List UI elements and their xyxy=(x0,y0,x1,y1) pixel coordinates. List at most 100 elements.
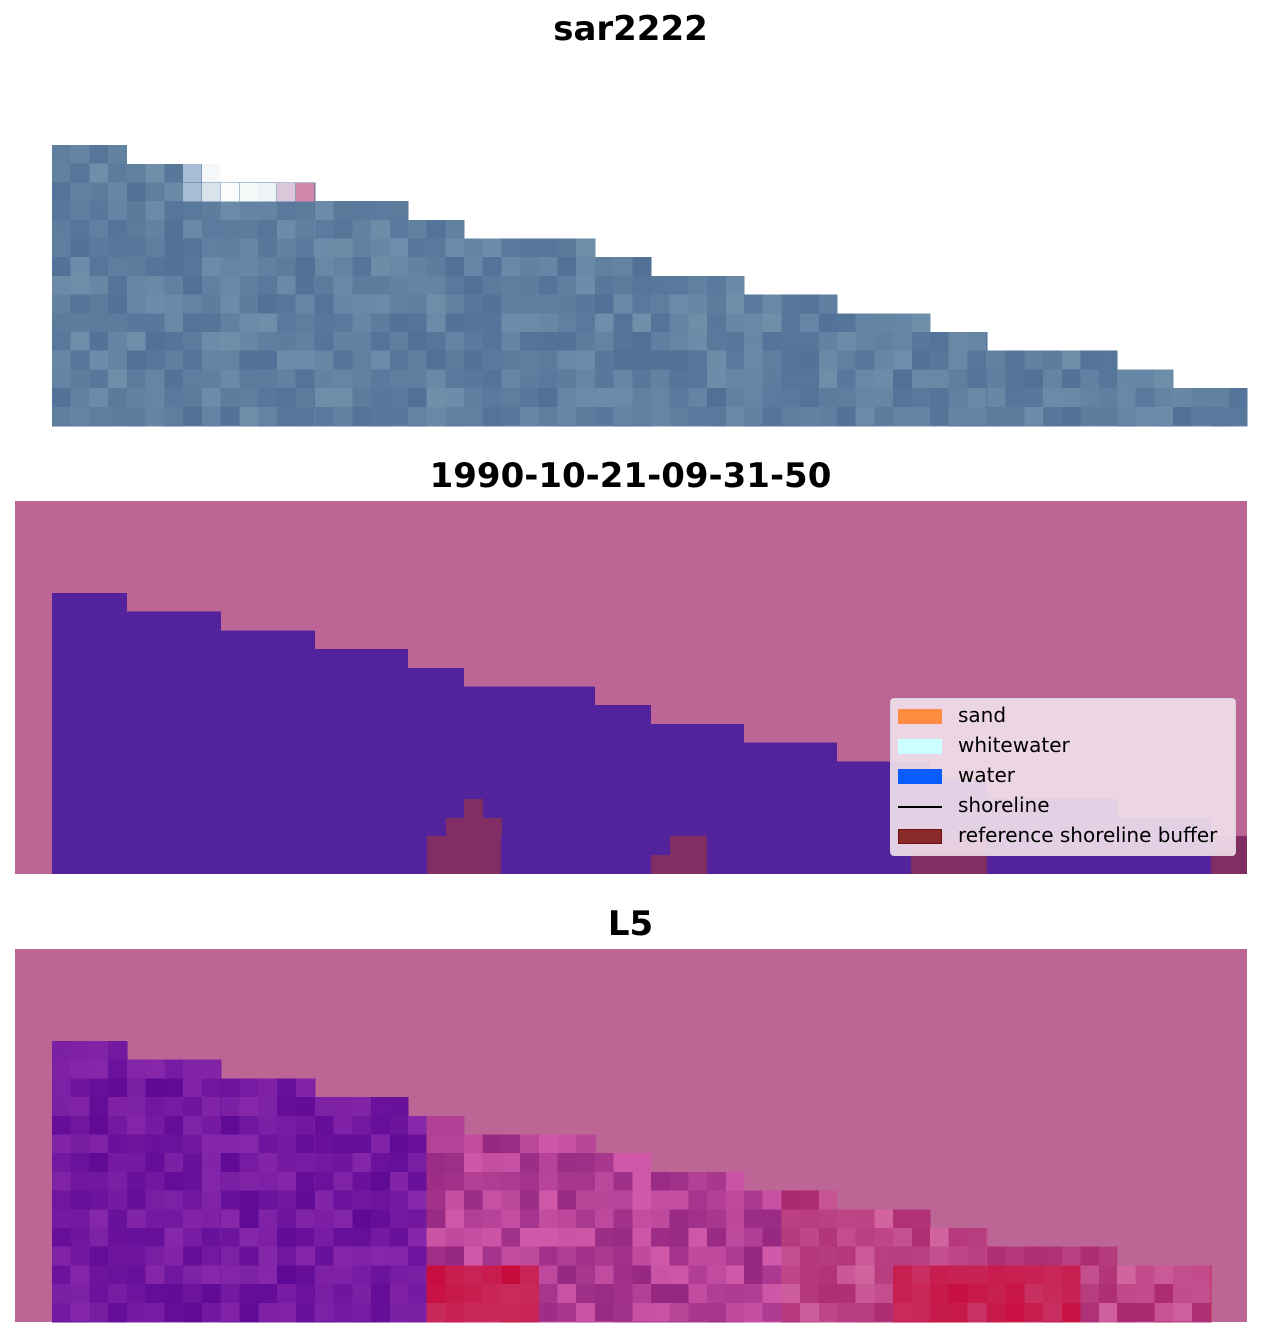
rgb-pixel xyxy=(202,369,222,389)
l5-pixel xyxy=(464,1321,484,1323)
l5-pixel xyxy=(127,1209,147,1229)
rgb-pixel xyxy=(1061,350,1081,370)
reference-buffer-area xyxy=(464,799,483,818)
rgb-pixel xyxy=(651,294,671,314)
l5-pixel xyxy=(108,1153,128,1173)
l5-pixel xyxy=(426,1115,446,1135)
l5-pixel xyxy=(986,1246,988,1266)
rgb-pixel xyxy=(725,275,745,296)
rgb-pixel xyxy=(837,425,857,427)
rgb-pixel xyxy=(669,275,689,296)
l5-pixel xyxy=(595,1228,615,1248)
rgb-pixel xyxy=(258,406,278,426)
l5-pixel xyxy=(576,1265,596,1285)
l5-pixel xyxy=(408,1190,428,1210)
l5-pixel xyxy=(1117,1321,1137,1323)
rgb-pixel xyxy=(1080,425,1100,427)
rgb-pixel xyxy=(127,201,147,221)
rgb-pixel xyxy=(707,388,727,408)
l5-pixel xyxy=(725,1284,745,1304)
rgb-pixel xyxy=(371,238,391,258)
rgb-pixel xyxy=(967,369,987,389)
legend-label-whitewater: whitewater xyxy=(958,733,1070,757)
l5-pixel xyxy=(221,1171,241,1192)
rgb-pixel xyxy=(595,388,615,408)
rgb-pixel xyxy=(127,163,147,183)
l5-pixel xyxy=(127,1171,147,1192)
legend-item-sand: sand xyxy=(891,702,1237,728)
rgb-pixel xyxy=(874,350,894,370)
l5-pixel xyxy=(707,1265,727,1285)
rgb-pixel xyxy=(464,275,484,296)
l5-pixel xyxy=(295,1209,315,1229)
rgb-pixel xyxy=(1117,406,1137,426)
legend-label-shoreline: shoreline xyxy=(958,793,1050,817)
l5-pixel xyxy=(426,1209,446,1229)
rgb-pixel xyxy=(164,182,184,202)
l5-pixel xyxy=(164,1284,184,1304)
rgb-pixel xyxy=(276,406,296,426)
l5-pixel xyxy=(464,1209,484,1229)
rgb-pixel xyxy=(164,201,184,221)
rgb-pixel xyxy=(762,350,782,370)
l5-pixel xyxy=(258,1284,278,1304)
l5-pixel xyxy=(127,1134,147,1154)
rgb-pixel xyxy=(276,219,296,239)
l5-pixel xyxy=(315,1097,335,1117)
l5-pixel xyxy=(164,1153,184,1173)
rgb-pixel xyxy=(314,257,316,277)
rgb-pixel xyxy=(1080,388,1100,408)
rgb-pixel xyxy=(52,313,72,333)
rgb-pixel xyxy=(145,163,165,183)
rgb-pixel xyxy=(893,406,913,426)
l5-pixel xyxy=(426,1246,446,1266)
rgb-pixel xyxy=(89,182,109,202)
l5-pixel xyxy=(967,1228,987,1248)
rgb-pixel xyxy=(426,388,446,408)
rgb-pixel xyxy=(445,257,465,277)
rgb-pixel xyxy=(314,294,316,314)
rgb-pixel xyxy=(314,219,316,239)
rgb-pixel xyxy=(183,294,203,314)
rgb-pixel xyxy=(744,406,764,426)
rgb-pixel xyxy=(1135,369,1155,389)
rgb-pixel xyxy=(315,219,335,239)
rgb-pixel xyxy=(557,313,577,333)
rgb-pixel xyxy=(874,332,894,352)
l5-pixel xyxy=(108,1246,128,1266)
rgb-pixel xyxy=(315,350,335,370)
rgb-pixel xyxy=(276,425,296,427)
l5-pixel xyxy=(501,1228,521,1248)
rgb-pixel xyxy=(220,275,240,296)
rgb-pixel xyxy=(464,332,484,352)
rgb-pixel xyxy=(911,313,931,333)
l5-pixel xyxy=(632,1209,652,1229)
rgb-pixel xyxy=(520,332,540,352)
l5-pixel xyxy=(781,1321,801,1323)
rgb-pixel xyxy=(987,406,1007,426)
water-class-area xyxy=(52,593,127,874)
l5-pixel xyxy=(145,1097,165,1117)
rgb-pixel xyxy=(371,388,391,408)
l5-pixel xyxy=(669,1209,689,1229)
l5-pixel xyxy=(986,1321,988,1323)
l5-pixel xyxy=(333,1171,353,1192)
l5-pixel xyxy=(986,1302,988,1322)
rgb-pixel xyxy=(408,406,428,426)
l5-pixel xyxy=(315,1284,335,1304)
l5-pixel xyxy=(221,1134,241,1154)
rgb-pixel xyxy=(333,332,353,352)
l5-pixel xyxy=(52,1171,72,1192)
l5-pixel xyxy=(855,1321,875,1323)
whitewater-swatch-icon xyxy=(898,739,942,754)
rgb-pixel xyxy=(911,406,931,426)
l5-pixel xyxy=(987,1284,1007,1304)
rgb-pixel xyxy=(108,182,128,202)
l5-pixel xyxy=(201,1228,221,1248)
l5-pixel xyxy=(70,1078,90,1098)
l5-pixel xyxy=(426,1190,446,1210)
rgb-pixel xyxy=(70,313,90,333)
l5-pixel xyxy=(183,1134,203,1154)
l5-pixel xyxy=(371,1228,391,1248)
l5-pixel xyxy=(145,1284,165,1304)
